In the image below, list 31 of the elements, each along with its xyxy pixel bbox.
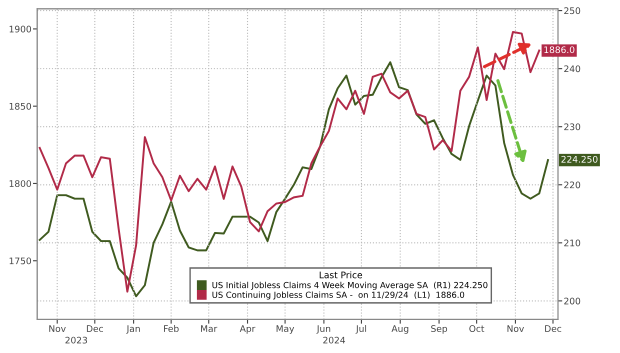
y2-tick-label: 230 [564, 123, 580, 130]
x-tick-label: Jul [356, 325, 366, 334]
y2-tick-label: 240 [564, 65, 580, 72]
y-tick-label: 1850 [10, 102, 32, 110]
text: 2024 [323, 336, 346, 344]
data-label: 224.250 [561, 156, 598, 163]
x-tick-label: May [276, 325, 294, 334]
x-tick-label: Sep [431, 325, 448, 334]
x-tick-label: Mar [201, 325, 218, 332]
legend-label: US Initial Jobless Claims 4 Week Moving Average SA (R1) 224.250 [212, 282, 488, 290]
y2-tick-label: 210 [564, 240, 580, 246]
text: 2023 [65, 336, 88, 344]
y-tick-label: 1750 [10, 257, 32, 264]
x-tick-label: Nov [508, 325, 524, 332]
legend-label: US Continuing Jobless Claims SA - on 11/29/24 (L1) 1886.0 [212, 291, 464, 300]
data-label: 1886.0 [544, 46, 574, 54]
x-tick-label: Nov [49, 325, 66, 332]
y-tick-label: 1800 [10, 180, 32, 188]
x-tick-label: Apr [240, 325, 256, 334]
x-tick-label: Feb [164, 325, 179, 332]
y-tick-label: 1900 [10, 26, 32, 32]
x-tick-label: Oct [469, 325, 484, 332]
y2-tick-label: 200 [564, 298, 580, 304]
x-tick-label: Dec [545, 325, 562, 332]
y2-tick-label: 220 [564, 181, 580, 188]
x-tick-label: Jun [316, 325, 330, 334]
legend-title: Last Price [320, 271, 362, 278]
x-tick-label: Dec [86, 325, 103, 332]
x-tick-label: Jan [126, 325, 140, 334]
y2-tick-label: 250 [564, 7, 580, 14]
x-tick-label: Aug [392, 325, 408, 334]
